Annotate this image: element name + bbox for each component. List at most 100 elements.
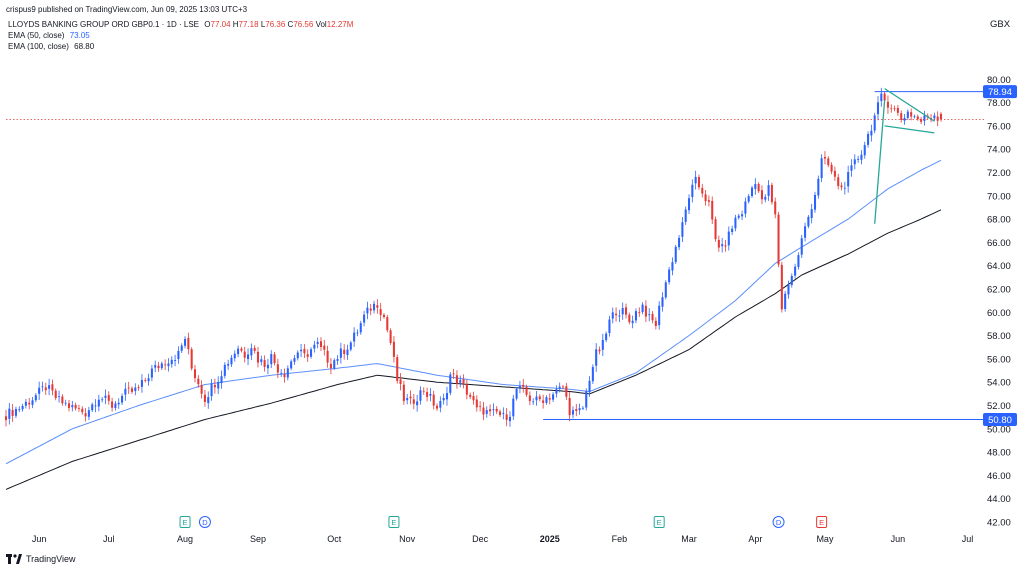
level-price-tag — [983, 412, 1017, 426]
candle-body — [210, 383, 213, 397]
candle-body — [306, 354, 309, 357]
candle-body — [346, 349, 349, 355]
candle — [24, 398, 27, 409]
candle-body — [137, 387, 140, 389]
candle-body — [555, 389, 558, 394]
candle — [184, 336, 187, 349]
candle — [542, 394, 545, 409]
event-marker-earnings: E — [179, 516, 191, 528]
symbol-name: LLOYDS BANKING GROUP ORD GBP0.1 · 1D · L… — [8, 20, 200, 29]
candle-body — [323, 345, 326, 350]
candle — [134, 383, 137, 396]
candle — [203, 389, 206, 407]
candle — [94, 399, 97, 413]
candle-body — [432, 394, 435, 406]
candle — [475, 395, 478, 412]
candle-body — [774, 201, 777, 215]
candle — [863, 141, 866, 159]
candle — [104, 389, 107, 405]
candle-body — [296, 352, 299, 359]
candle — [833, 166, 836, 181]
y-tick-label: 68.00 — [987, 215, 1011, 226]
x-tick-label: Oct — [327, 534, 342, 544]
candle — [608, 315, 611, 337]
candle-body — [479, 406, 482, 408]
candle-body — [681, 222, 684, 237]
candle-body — [389, 330, 392, 343]
candle-body — [230, 357, 233, 365]
candle — [760, 185, 763, 205]
candle — [671, 257, 674, 276]
candle — [644, 300, 647, 323]
x-tick-label: Aug — [177, 534, 193, 544]
candle-body — [44, 387, 47, 391]
candle-body — [34, 395, 37, 401]
candle — [14, 406, 17, 419]
candle — [482, 401, 485, 421]
candle — [160, 361, 163, 370]
candle-body — [94, 405, 97, 407]
candle — [565, 382, 568, 401]
candle — [784, 291, 787, 312]
candle-body — [455, 375, 458, 384]
candle — [379, 302, 382, 321]
candle — [356, 329, 359, 337]
candle — [174, 354, 177, 367]
candle — [349, 340, 352, 352]
dividend-badge — [772, 516, 785, 528]
candle-body — [883, 93, 886, 101]
candle-body — [409, 396, 412, 399]
candle — [843, 181, 846, 195]
candle-body — [449, 374, 452, 393]
y-tick-label: 80.00 — [987, 75, 1011, 86]
candle — [561, 384, 565, 389]
candle-body — [644, 305, 647, 317]
y-tick-label: 54.00 — [987, 378, 1011, 389]
candle — [366, 301, 369, 320]
candle — [426, 387, 429, 402]
candle-body — [687, 198, 691, 211]
candle-body — [174, 360, 177, 361]
candle — [807, 215, 810, 229]
y-tick-label: 74.00 — [987, 145, 1011, 156]
event-label: E — [391, 518, 396, 527]
earnings-badge — [653, 516, 665, 528]
candle — [724, 240, 727, 252]
candle — [336, 355, 339, 365]
candle-body — [605, 333, 608, 341]
candle-body — [134, 387, 137, 392]
candle-body — [399, 379, 402, 384]
candle — [140, 374, 143, 393]
candle-body — [820, 158, 823, 179]
candle-body — [664, 282, 667, 298]
candle — [137, 384, 140, 391]
candle-body — [104, 395, 107, 398]
candle — [190, 347, 193, 371]
ema50-legend: EMA (50, close) 73.05 — [8, 31, 90, 40]
candle — [422, 387, 425, 395]
candle — [648, 308, 651, 322]
candle-body — [250, 348, 253, 356]
open-value: 77.04 — [210, 20, 231, 29]
candle-body — [611, 312, 614, 319]
candle — [545, 395, 548, 405]
candle — [256, 346, 260, 368]
candle-body — [369, 308, 372, 311]
candle — [906, 109, 909, 120]
candle-body — [445, 393, 449, 400]
y-tick-label: 60.00 — [987, 308, 1011, 319]
candle — [830, 162, 833, 175]
candle-body — [658, 305, 661, 326]
tradingview-footer[interactable]: TradingView — [6, 554, 76, 564]
candle-body — [906, 111, 909, 118]
candle — [535, 391, 538, 406]
candle — [668, 266, 671, 285]
drawings: 78.94 50.80 E D E E D E — [6, 85, 1017, 528]
candle-body — [87, 410, 90, 417]
candle-body — [276, 364, 279, 373]
candle-body — [890, 108, 893, 110]
candle — [435, 403, 439, 411]
candle — [445, 386, 449, 406]
event-label: D — [202, 518, 208, 527]
